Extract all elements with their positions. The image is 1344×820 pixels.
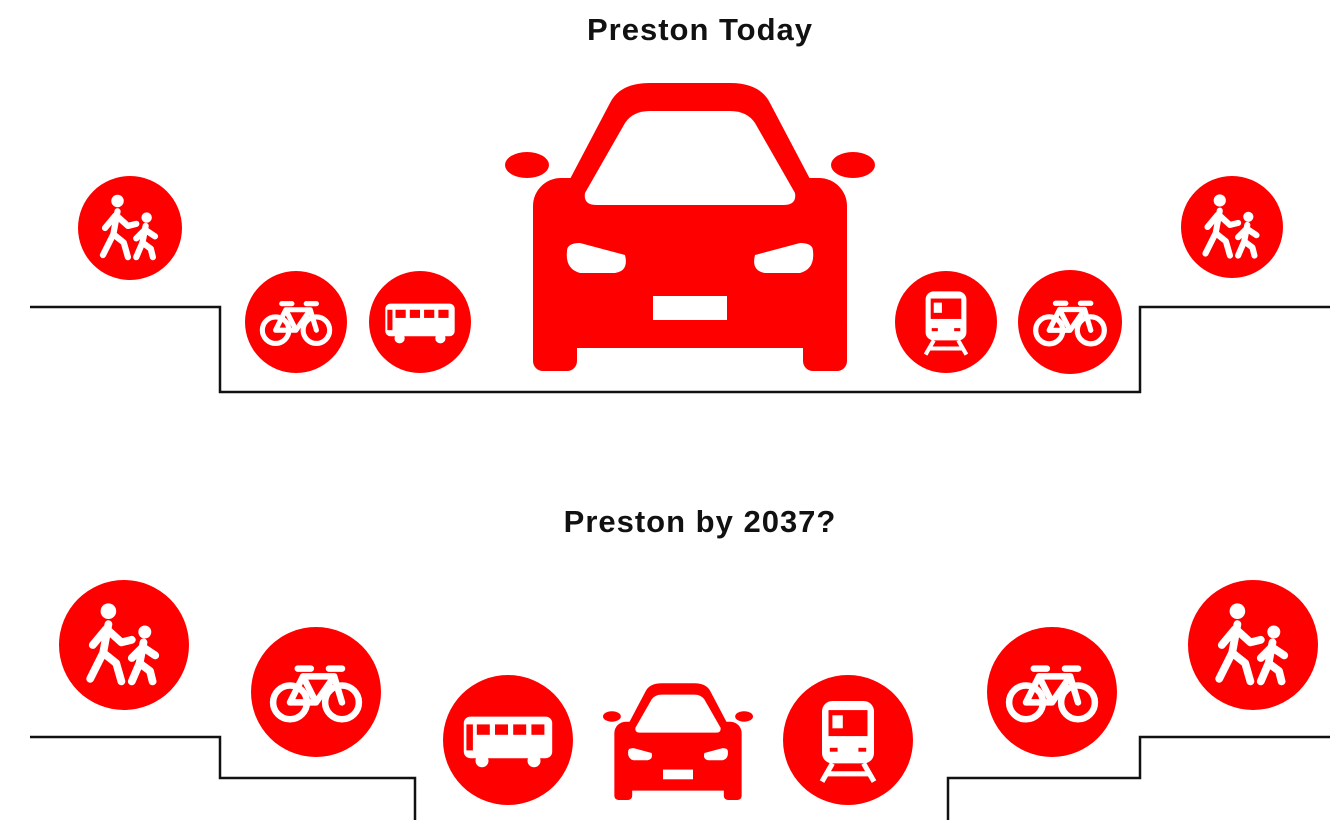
street-profile <box>946 735 1330 820</box>
pedestrian-icon <box>78 176 182 280</box>
train-icon <box>783 675 913 805</box>
bus-icon <box>369 271 471 373</box>
car-icon <box>603 683 753 800</box>
bike-icon <box>245 271 347 373</box>
pedestrian-icon <box>1181 176 1283 278</box>
car-icon <box>505 83 875 371</box>
bike-icon <box>251 627 381 757</box>
bike-icon <box>1018 270 1122 374</box>
train-icon <box>895 271 997 373</box>
section-title: Preston Today <box>587 12 813 47</box>
section-title: Preston by 2037? <box>564 504 837 539</box>
pedestrian-icon <box>59 580 189 710</box>
bus-icon <box>443 675 573 805</box>
pedestrian-icon <box>1188 580 1318 710</box>
street-profile <box>30 735 417 820</box>
bike-icon <box>987 627 1117 757</box>
street-profile <box>30 305 1330 394</box>
